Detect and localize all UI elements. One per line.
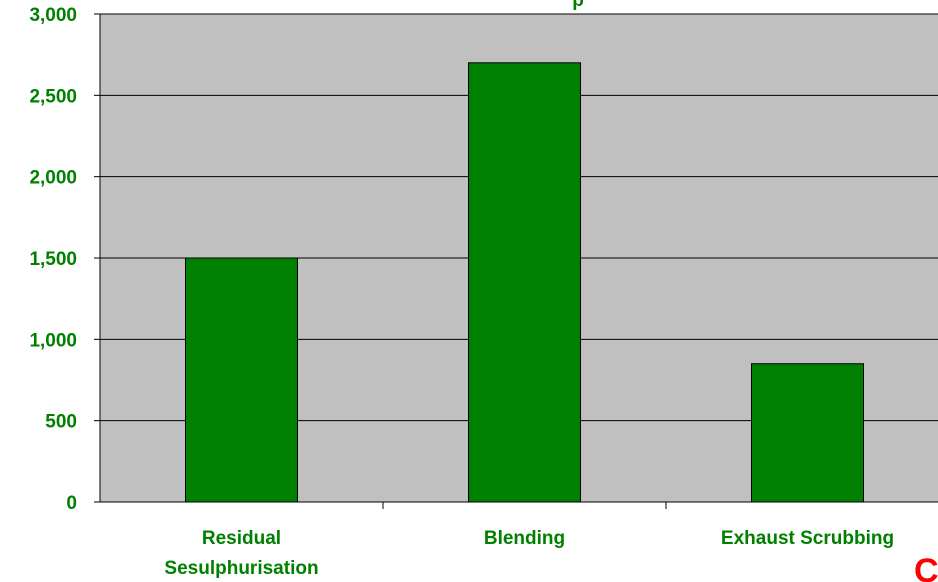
bar <box>751 363 864 503</box>
y-tick-label: 2,000 <box>29 168 77 189</box>
y-tick-label: 1,500 <box>29 249 77 270</box>
bars <box>185 62 864 503</box>
corner-text-fragment: C <box>914 552 938 582</box>
x-category-label: Exhaust Scrubbing <box>721 528 894 549</box>
x-axis-ticks: Residual Sesulphurisation Blending Exhaust … <box>164 502 894 579</box>
x-category-label: Blending <box>484 528 565 549</box>
y-axis-ticks: 0 500 1,000 1,500 2,000 2,500 3,000 <box>29 5 100 514</box>
bar <box>185 257 298 503</box>
y-tick-label: 2,500 <box>29 86 77 107</box>
bar <box>468 62 581 503</box>
y-tick-label: 500 <box>45 412 77 433</box>
y-tick-label: 1,000 <box>29 330 77 351</box>
y-tick-label: 0 <box>66 493 77 514</box>
x-category-label: Residual Sesulphurisation <box>164 528 318 579</box>
clipped-title-fragment: p <box>572 0 584 11</box>
y-tick-label: 3,000 <box>29 5 77 26</box>
